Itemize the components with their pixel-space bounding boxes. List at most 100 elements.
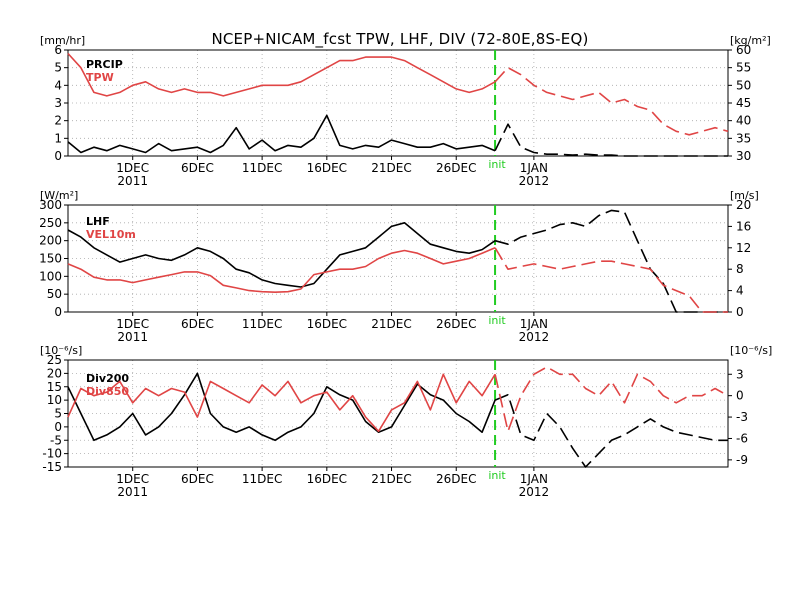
x-tick-label: 26DEC bbox=[436, 161, 476, 175]
series-line-lhf-analysis bbox=[67, 222, 496, 288]
x-tick-label: 1JAN bbox=[520, 317, 548, 331]
x-tick-label: 1DEC bbox=[116, 161, 149, 175]
right-tick-label: -6 bbox=[736, 431, 748, 445]
right-tick-label: 20 bbox=[736, 198, 751, 212]
x-tick-label: 6DEC bbox=[181, 317, 214, 331]
x-tick-label: 16DEC bbox=[307, 161, 347, 175]
left-unit-label: [mm/hr] bbox=[40, 34, 85, 47]
series-line-vel10m-forecast bbox=[494, 247, 728, 313]
left-tick-label: 6 bbox=[54, 43, 62, 57]
series-line-prcip-forecast bbox=[494, 123, 728, 157]
left-tick-label: 250 bbox=[39, 216, 62, 230]
x-tick-label: 11DEC bbox=[242, 161, 282, 175]
left-tick-label: 200 bbox=[39, 234, 62, 248]
right-tick-label: 3 bbox=[736, 367, 744, 381]
left-tick-label: -5 bbox=[50, 433, 62, 447]
left-tick-label: 5 bbox=[54, 407, 62, 421]
right-tick-label: 0 bbox=[736, 305, 744, 319]
x-tick-label: 6DEC bbox=[181, 161, 214, 175]
series-line-tpw-analysis bbox=[67, 52, 496, 97]
left-unit-label: [10⁻⁶/s] bbox=[40, 344, 82, 357]
x-tick-label: 1DEC bbox=[116, 317, 149, 331]
x-tick-label: 16DEC bbox=[307, 472, 347, 486]
right-tick-label: -9 bbox=[736, 453, 748, 467]
right-unit-label: [kg/m²] bbox=[730, 34, 771, 47]
right-tick-label: 60 bbox=[736, 43, 751, 57]
legend-tpw: TPW bbox=[86, 71, 114, 84]
x-tick-label: 16DEC bbox=[307, 317, 347, 331]
left-tick-label: -10 bbox=[42, 447, 62, 461]
right-unit-label: [10⁻⁶/s] bbox=[730, 344, 772, 357]
series-line-prcip-analysis bbox=[67, 114, 496, 154]
right-tick-label: 40 bbox=[736, 114, 751, 128]
plot-frame bbox=[67, 49, 729, 157]
x-year-label: 2011 bbox=[117, 485, 148, 499]
right-tick-label: -3 bbox=[736, 410, 748, 424]
plot-frame bbox=[67, 359, 729, 468]
x-tick-label: 21DEC bbox=[371, 472, 411, 486]
right-tick-label: 45 bbox=[736, 96, 751, 110]
series-line-div200-analysis bbox=[67, 372, 496, 442]
chart-title: NCEP+NICAM_fcst TPW, LHF, DIV (72-80E,8S… bbox=[211, 30, 588, 49]
legend-prcip: PRCIP bbox=[86, 58, 123, 71]
legend-div850: Div850 bbox=[86, 385, 129, 398]
right-tick-label: 4 bbox=[736, 284, 744, 298]
x-year-label: 2011 bbox=[117, 174, 148, 188]
x-tick-label: 11DEC bbox=[242, 472, 282, 486]
x-tick-label: 26DEC bbox=[436, 472, 476, 486]
series-line-div200-forecast bbox=[494, 394, 728, 468]
right-tick-label: 35 bbox=[736, 131, 751, 145]
x-year-label: 2012 bbox=[519, 485, 550, 499]
init-label: init bbox=[488, 314, 506, 327]
legend-lhf: LHF bbox=[86, 215, 110, 228]
init-label: init bbox=[488, 158, 506, 171]
right-unit-label: [m/s] bbox=[730, 189, 759, 202]
series-line-vel10m-analysis bbox=[67, 247, 496, 293]
right-tick-label: 50 bbox=[736, 78, 751, 92]
left-tick-label: 0 bbox=[54, 149, 62, 163]
x-tick-label: 1JAN bbox=[520, 161, 548, 175]
x-tick-label: 26DEC bbox=[436, 317, 476, 331]
left-tick-label: 150 bbox=[39, 252, 62, 266]
left-tick-label: -15 bbox=[42, 460, 62, 474]
left-tick-label: 100 bbox=[39, 269, 62, 283]
left-tick-label: 1 bbox=[54, 131, 62, 145]
left-tick-label: 0 bbox=[54, 420, 62, 434]
series-line-div850-analysis bbox=[67, 373, 496, 433]
left-tick-label: 0 bbox=[54, 305, 62, 319]
legend-vel10m: VEL10m bbox=[86, 228, 136, 241]
right-tick-label: 55 bbox=[736, 61, 751, 75]
right-tick-label: 8 bbox=[736, 262, 744, 276]
x-tick-label: 21DEC bbox=[371, 317, 411, 331]
right-tick-label: 12 bbox=[736, 241, 751, 255]
x-tick-label: 11DEC bbox=[242, 317, 282, 331]
x-year-label: 2012 bbox=[519, 330, 550, 344]
legend-div200: Div200 bbox=[86, 372, 129, 385]
right-tick-label: 30 bbox=[736, 149, 751, 163]
left-tick-label: 25 bbox=[47, 353, 62, 367]
series-line-div850-forecast bbox=[494, 366, 729, 433]
left-tick-label: 300 bbox=[39, 198, 62, 212]
x-tick-label: 6DEC bbox=[181, 472, 214, 486]
left-tick-label: 20 bbox=[47, 366, 62, 380]
x-tick-label: 21DEC bbox=[371, 161, 411, 175]
panel-2: 0 50 100 150 200 250 300 0 4 8 12 16 20 [W/m²] [m/s] 1D… bbox=[39, 189, 759, 344]
right-tick-label: 16 bbox=[736, 219, 751, 233]
left-tick-label: 4 bbox=[54, 78, 62, 92]
right-tick-label: 0 bbox=[736, 389, 744, 403]
x-year-label: 2012 bbox=[519, 174, 550, 188]
series-line-tpw-forecast bbox=[494, 66, 729, 136]
left-tick-label: 5 bbox=[54, 61, 62, 75]
series-line-lhf-forecast bbox=[494, 209, 728, 313]
left-tick-label: 2 bbox=[54, 114, 62, 128]
x-tick-label: 1DEC bbox=[116, 472, 149, 486]
x-tick-label: 1JAN bbox=[520, 472, 548, 486]
init-label: init bbox=[488, 469, 506, 482]
left-tick-label: 15 bbox=[47, 380, 62, 394]
left-tick-label: 3 bbox=[54, 96, 62, 110]
left-unit-label: [W/m²] bbox=[40, 189, 78, 202]
